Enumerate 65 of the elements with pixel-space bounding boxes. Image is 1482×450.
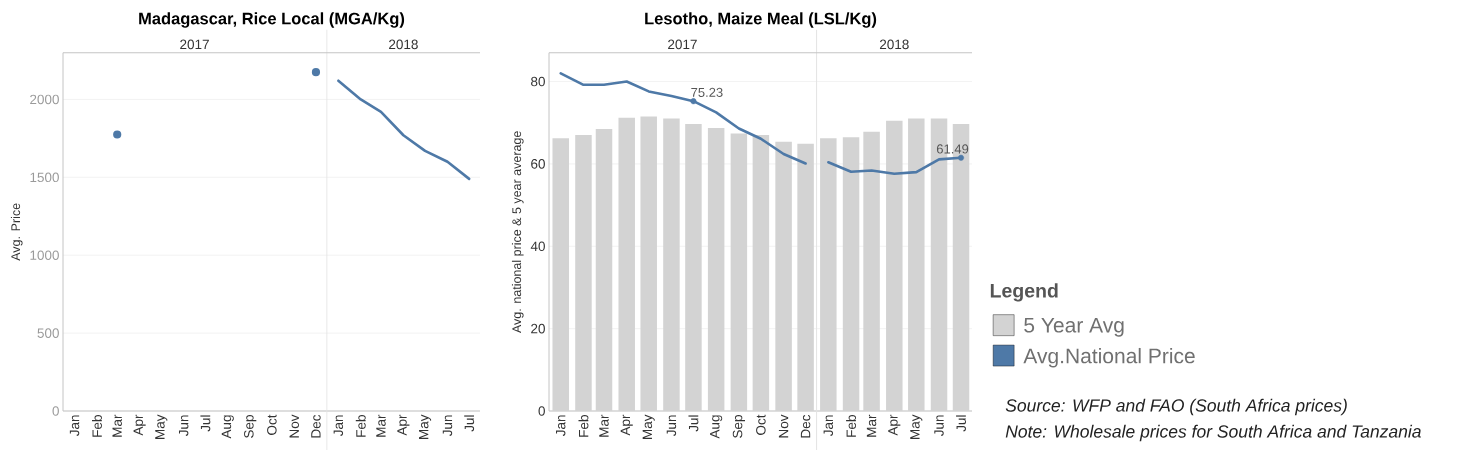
x-tick-label: Mar [866, 414, 877, 437]
y-tick-label: 40 [530, 241, 545, 252]
x-tick-label: Mar [376, 414, 386, 437]
x-tick-label: Oct [267, 414, 277, 435]
data-label: 75.23 [691, 87, 723, 97]
x-tick-label: Jul [956, 415, 966, 432]
x-tick-label: Jun [442, 415, 453, 437]
x-tick-label: Jan [69, 415, 80, 437]
x-tick-label: Dec [311, 414, 321, 438]
text: Note: Wholesale prices for South Africa and Tanzania [1005, 424, 1421, 442]
x-tick-label: Apr [133, 414, 146, 436]
x-tick-label: Jun [666, 415, 677, 437]
x-tick-label: Oct [756, 414, 766, 435]
x-tick-label: Mar [599, 414, 609, 437]
x-tick-label: Feb [578, 415, 589, 437]
x-tick-label: Apr [397, 414, 410, 436]
y-axis-title: Avg. Price [10, 203, 23, 261]
source-note: Source: WFP and FAO (South Africa prices) [1005, 398, 1347, 416]
y-tick-label: 1500 [30, 172, 59, 183]
x-tick-label: Jul [464, 415, 475, 432]
chart-title: Lesotho, Maize Meal (LSL/Kg) [645, 12, 877, 28]
x2-tick-label: 2017 [180, 39, 209, 50]
x-tick-label: Aug [710, 415, 723, 439]
x-tick-label: May [155, 414, 168, 439]
y-tick-label: 80 [531, 76, 545, 87]
x-tick-label: May [910, 414, 923, 439]
x2-tick-label: 2018 [879, 39, 909, 50]
x-tick-label: Nov [289, 414, 299, 438]
y-tick-label: 60 [531, 159, 545, 169]
x-tick-label: Jan [556, 415, 566, 437]
x-tick-label: Sep [732, 415, 746, 438]
y-tick-label: 2000 [30, 94, 59, 105]
x-tick-label: Apr [620, 414, 633, 436]
y-tick-label: 0 [538, 406, 545, 416]
x2-tick-label: 2018 [389, 39, 418, 50]
x2-tick-label: 2017 [668, 39, 697, 50]
x-tick-label: Dec [800, 414, 811, 438]
line-series [559, 71, 807, 165]
y-tick-label: 0 [52, 406, 59, 416]
x-tick-label: Jul [200, 415, 211, 432]
text: 5 Year Avg [1024, 317, 1124, 337]
data-label: 61.49 [936, 144, 969, 154]
x-tick-label: Jul [688, 415, 699, 432]
legend-label: Avg.National Price [1023, 347, 1195, 368]
x-tick-label: Apr [888, 414, 901, 436]
x-tick-label: Jun [178, 415, 189, 437]
x-tick-label: Jun [934, 415, 944, 437]
x-tick-label: Feb [846, 415, 856, 437]
x-tick-label: Feb [92, 415, 102, 437]
y-tick-label: 500 [37, 328, 59, 338]
x-tick-label: Jan [333, 415, 344, 437]
legend-title: Legend [990, 283, 1058, 302]
x-tick-label: Jan [823, 415, 834, 437]
y-tick-label: 20 [531, 323, 545, 334]
x-tick-label: Sep [244, 415, 257, 438]
x-tick-label: May [419, 414, 432, 439]
y-axis-title: Avg. national price & 5 year average [511, 131, 524, 334]
chart-title: Madagascar, Rice Local (MGA/Kg) [139, 12, 405, 28]
y-tick-label: 1000 [30, 250, 59, 260]
x-tick-label: Feb [355, 415, 366, 437]
x-tick-label: May [642, 414, 655, 439]
x-tick-label: Mar [112, 414, 122, 437]
line-series [337, 79, 471, 181]
x-tick-label: Nov [778, 414, 789, 438]
x-tick-label: Aug [221, 415, 234, 439]
